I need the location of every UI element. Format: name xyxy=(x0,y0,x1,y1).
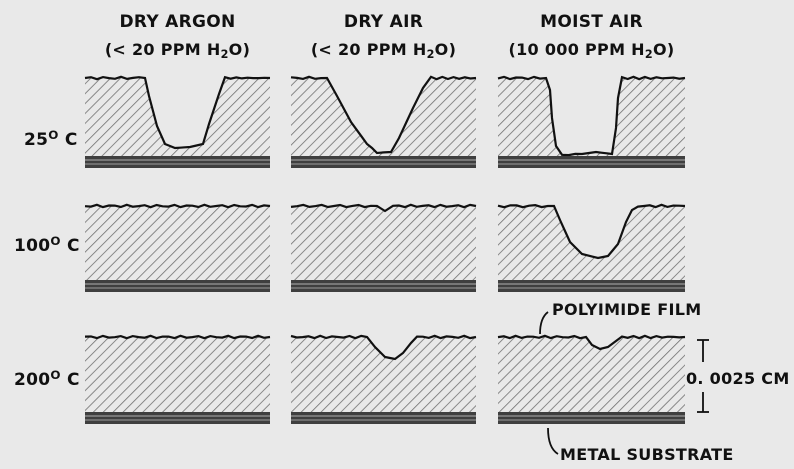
substrate-leader-line xyxy=(547,427,559,455)
cross-section-panel xyxy=(290,334,477,424)
film-surface-profile xyxy=(290,334,477,361)
row-label-25c: 25O C xyxy=(24,128,78,150)
column-subtitle-dry-air: (< 20 PPM H2O) xyxy=(310,40,457,61)
polyimide-film-region xyxy=(291,76,476,156)
column-title-moist-air: MOIST AIR xyxy=(540,12,643,32)
polyimide-film-region xyxy=(85,204,270,280)
film-surface-profile xyxy=(497,75,686,157)
row-label-200c: 200O C xyxy=(14,368,80,390)
metal-substrate-band xyxy=(85,156,270,168)
polyimide-film-region xyxy=(85,76,270,156)
cross-section-panel xyxy=(84,203,271,292)
callout-metal-substrate: METAL SUBSTRATE xyxy=(560,445,734,464)
cross-section-panel xyxy=(84,75,271,168)
column-title-dry-air: DRY AIR xyxy=(343,12,424,32)
film-surface-profile xyxy=(84,75,271,150)
polyimide-film-region xyxy=(291,204,476,280)
metal-substrate-band xyxy=(498,156,685,168)
film-leader-line xyxy=(539,311,549,335)
callout-lines xyxy=(539,311,709,455)
callout-polyimide-film: POLYIMIDE FILM xyxy=(552,300,702,319)
column-title-dry-argon: DRY ARGON xyxy=(119,12,236,32)
metal-substrate-band xyxy=(85,280,270,292)
column-subtitle-dry-argon: (< 20 PPM H2O) xyxy=(104,40,251,61)
cross-section-panel xyxy=(290,75,477,168)
metal-substrate-band xyxy=(498,280,685,292)
film-surface-profile xyxy=(290,75,477,155)
cross-section-panel xyxy=(497,203,686,292)
polyimide-film-region xyxy=(498,335,685,412)
polyimide-film-region xyxy=(498,204,685,280)
polyimide-film-region xyxy=(498,76,685,156)
polyimide-film-region xyxy=(291,335,476,412)
cross-section-panel xyxy=(497,334,686,424)
callout-thickness: 0. 0025 CM xyxy=(686,369,790,388)
metal-substrate-band xyxy=(291,280,476,292)
metal-substrate-band xyxy=(498,412,685,424)
metal-substrate-band xyxy=(291,156,476,168)
film-surface-profile xyxy=(84,334,271,340)
film-surface-profile xyxy=(290,203,477,213)
film-surface-profile xyxy=(84,203,271,209)
metal-substrate-band xyxy=(85,412,270,424)
cross-section-panel xyxy=(290,203,477,292)
metal-substrate-band xyxy=(291,412,476,424)
film-surface-profile xyxy=(497,203,686,260)
row-label-100c: 100O C xyxy=(14,234,80,256)
column-subtitle-moist-air: (10 000 PPM H2O) xyxy=(508,40,675,61)
film-surface-profile xyxy=(497,334,686,351)
cross-section-panel xyxy=(497,75,686,168)
cross-section-panel xyxy=(84,334,271,424)
polyimide-film-region xyxy=(85,335,270,412)
